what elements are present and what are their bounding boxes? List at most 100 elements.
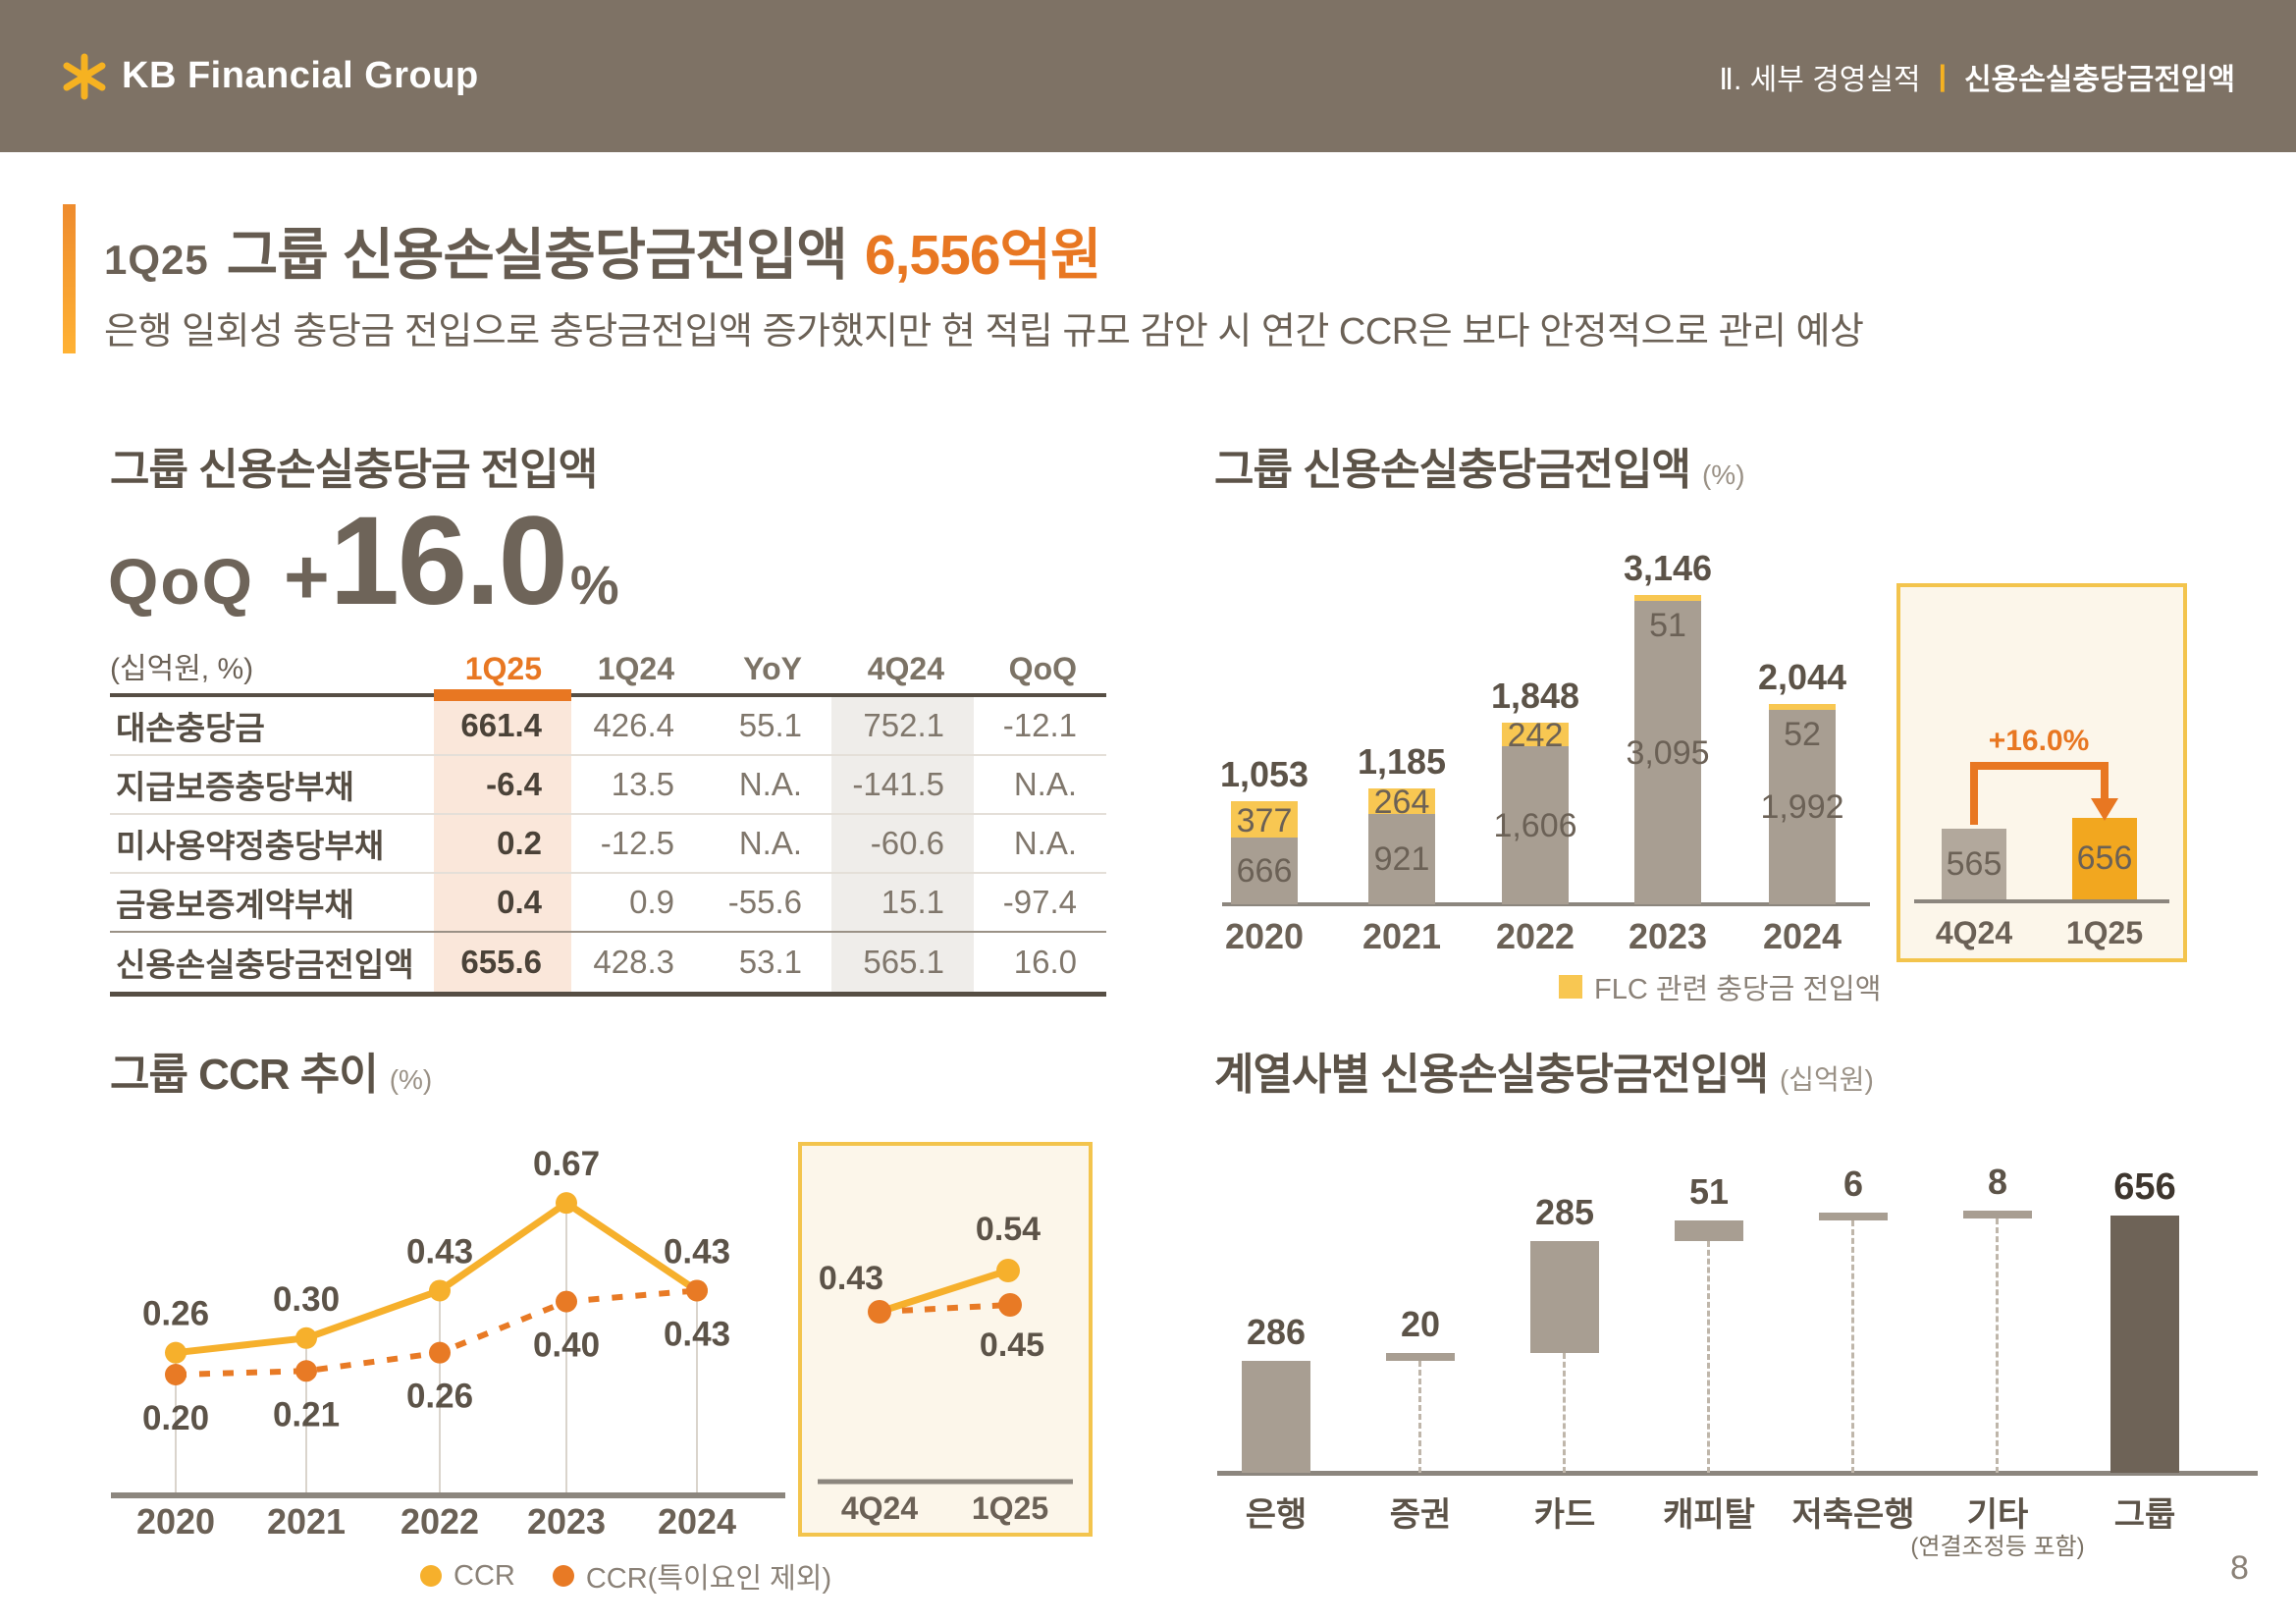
section-title-annual: 그룹 신용손실충당금전입액 (%) [1214,434,1745,497]
section-title-ccr: 그룹 CCR 추이 (%) [110,1039,432,1102]
ccr-inset-label-bottom: 0.45 [980,1326,1044,1364]
ccr-point-2021 [295,1326,317,1349]
qoq-inset-bar-1Q25: 656 [2072,818,2137,899]
ccr-inset-label-top: 0.54 [976,1211,1041,1248]
flc-legend-swatch-icon [1559,975,1582,999]
row-value-1Q25: 0.4 [497,884,542,920]
row-value-4Q24: 15.1 [881,884,944,920]
table-row-1: 지급보증충당부채 -6.4 13.5 N.A. -141.5 N.A. [110,756,1106,815]
kb-star-logo-icon [63,53,106,99]
table-header-row: (십억원, %) 1Q25 1Q24 YoY 4Q24 QoQ [110,648,1106,693]
row-label: 신용손실충당금전입액 [116,947,414,983]
waterfall-x-label-은행: 은행 [1245,1496,1308,1534]
row-value-1Q24: 428.3 [593,944,674,980]
waterfall-bar-기타 [1963,1210,2032,1218]
row-value-1Q24: 426.4 [593,707,674,743]
ccr-adj-point-2021 [295,1360,317,1382]
annual-chart-canvas: 1,053 377 666 2020 1,185 264 921 2021 1,848 242 1,… [1220,546,1870,958]
annual-bar-base-2022 [1502,746,1569,904]
annual-chart-legend: FLC 관련 충당금 전입액 [1559,966,1881,1007]
annual-flc-label-2020: 377 [1236,801,1293,839]
annual-x-label-2024: 2024 [1762,916,1842,956]
waterfall-x-label-기타: 기타 [1966,1496,2029,1534]
ccr-inset-svg: 0.43 0.54 0.45 4Q24 1Q25 [818,1211,1073,1526]
header-bar: KB Financial Group Ⅱ. 세부 경영실적 | 신용손실충당금전… [0,0,2296,152]
ccr-inset-label-4q24: 0.43 [819,1260,883,1297]
waterfall-value-label-증권: 20 [1400,1303,1441,1344]
qoq-arrow-annotation: +16.0% [1989,725,2090,757]
ccr-adj-point-label-2020: 0.20 [142,1399,209,1437]
qoq-arrow-line [1970,762,2109,825]
annual-bar-flc-2023 [1634,595,1701,602]
waterfall-bar-은행 [1242,1360,1310,1473]
row-value-1Q25: 655.6 [460,944,542,980]
qoq-inset-bar-4Q24: 565 [1942,829,2006,899]
qoq-inset-box: 565 4Q24 656 1Q25 +16.0% [1896,583,2187,962]
kpi-label: QoQ [108,545,254,618]
row-value-4Q24: 752.1 [863,707,944,743]
ccr-legend-item-1: CCR [420,1560,515,1593]
ccr-chart-svg: 0.26 0.20 2020 0.30 0.21 2021 0.43 0.26 2022 0.67… [111,1145,785,1542]
ccr-inset-x-label-4Q24: 4Q24 [841,1490,918,1526]
row-value-1Q25: -6.4 [486,766,542,802]
row-value-YoY: 55.1 [738,707,802,743]
ccr-adj-point-label-2024: 0.43 [664,1315,730,1353]
section-title-ccr-text: 그룹 CCR 추이 [110,1051,379,1099]
annual-bar-base-2023 [1634,601,1701,904]
table-col-header-QoQ: QoQ [1008,651,1077,686]
ccr-adj-point-2020 [165,1364,187,1385]
ccr-x-label-2024: 2024 [658,1501,736,1542]
ccr-chart-canvas: 0.26 0.20 2020 0.30 0.21 2021 0.43 0.26 2022 0.67… [103,1139,790,1551]
section-title-subsidiary-text: 계열사별 신용손실충당금전입액 [1214,1051,1769,1099]
section-title-provision-text: 그룹 신용손실충당금 전입액 [110,446,598,494]
row-label: 미사용약정충당부채 [116,828,385,864]
ccr-legend-dot-icon [420,1565,442,1587]
waterfall-x-label-캐피탈: 캐피탈 [1663,1496,1755,1534]
waterfall-value-label-저축은행: 6 [1842,1164,1864,1205]
qoq-inset-x-label-4Q24: 4Q24 [1935,915,2013,950]
row-value-1Q24: 0.9 [629,884,674,920]
row-value-1Q24: 13.5 [611,766,674,802]
ccr-adj-point-2023 [556,1290,577,1313]
ccr-point-label-2022: 0.43 [406,1232,473,1271]
row-value-QoQ: 16.0 [1013,944,1077,980]
waterfall-connector-증권 [1418,1360,1421,1473]
annual-base-label-2024: 1,992 [1760,787,1844,826]
annual-bar-flc-2021 [1368,787,1435,814]
waterfall-value-label-기타: 8 [1987,1161,2008,1202]
ccr-adj-point-label-2023: 0.40 [533,1326,600,1365]
waterfall-value-label-그룹: 656 [2113,1165,2176,1208]
row-value-QoQ: N.A. [1013,825,1077,861]
waterfall-x-label-그룹: 그룹 [2113,1496,2176,1534]
ccr-legend-label-2: CCR(특이요인 제외) [585,1563,832,1595]
row-value-QoQ: -12.1 [1002,707,1077,743]
kb-logo: KB Financial Group [61,53,479,100]
kpi-value: 16.0 [329,491,568,631]
title-amount: 6,556억원 [864,224,1102,287]
ccr-point-label-2021: 0.30 [273,1280,340,1319]
row-value-4Q24: 565.1 [863,944,944,980]
waterfall-bar-증권 [1386,1352,1455,1361]
table-col-header-1Q25: 1Q25 [464,651,542,686]
section-title-ccr-unit: (%) [389,1064,433,1095]
ccr-x-label-2020: 2020 [136,1501,215,1542]
waterfall-bar-캐피탈 [1675,1220,1743,1241]
waterfall-value-label-은행: 286 [1246,1311,1307,1352]
waterfall-connector-카드 [1563,1352,1566,1473]
annual-bar-base-2021 [1368,813,1435,904]
ccr-inset-point-4q24 [868,1300,891,1324]
annual-flc-label-2022: 242 [1507,717,1564,755]
annual-bar-base-2020 [1231,838,1298,904]
qoq-inset-axis [1914,899,2169,903]
ccr-legend: CCR CCR(특이요인 제외) [420,1555,831,1597]
annual-x-label-2022: 2022 [1495,916,1575,956]
waterfall-connector-기타 [1996,1218,1999,1473]
table-row-2: 미사용약정충당부채 0.2 -12.5 N.A. -60.6 N.A. [110,815,1106,874]
section-title-annual-unit: (%) [1701,460,1745,490]
table-row-4: 신용손실충당금전입액 655.6 428.3 53.1 565.1 16.0 [110,933,1106,997]
annual-total-label-2023: 3,146 [1623,548,1713,589]
page-title: 1Q25 그룹 신용손실충당금전입액 6,556억원 [104,210,1102,291]
qoq-inset-bar-label-4Q24: 565 [1946,844,2002,883]
qoq-inset-x-label-1Q25: 1Q25 [2065,915,2144,950]
waterfall-value-label-카드: 285 [1534,1191,1595,1232]
